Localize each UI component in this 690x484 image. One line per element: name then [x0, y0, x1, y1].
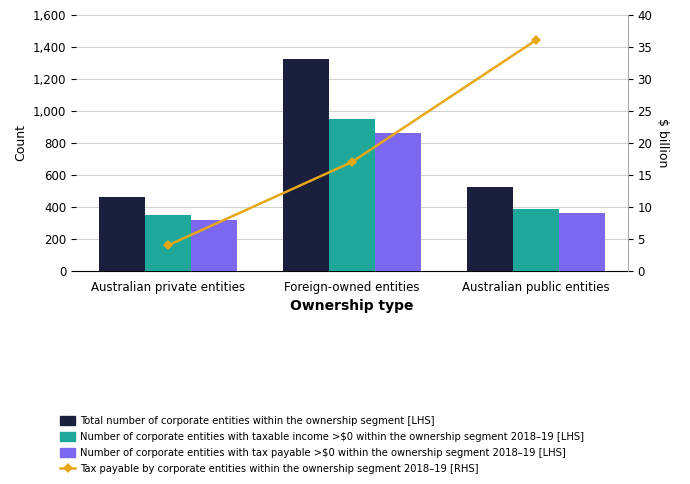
Bar	[145, 215, 191, 271]
Bar	[329, 119, 375, 271]
Bar	[467, 186, 513, 271]
Bar	[283, 60, 329, 271]
X-axis label: Ownership type: Ownership type	[290, 299, 413, 313]
Bar	[99, 197, 145, 271]
Bar	[375, 133, 421, 271]
Y-axis label: $ billion: $ billion	[656, 118, 669, 167]
Bar	[191, 220, 237, 271]
Bar	[513, 209, 559, 271]
Bar	[559, 213, 605, 271]
Y-axis label: Count: Count	[14, 124, 27, 161]
Legend: Total number of corporate entities within the ownership segment [LHS], Number of: Total number of corporate entities withi…	[60, 416, 584, 474]
